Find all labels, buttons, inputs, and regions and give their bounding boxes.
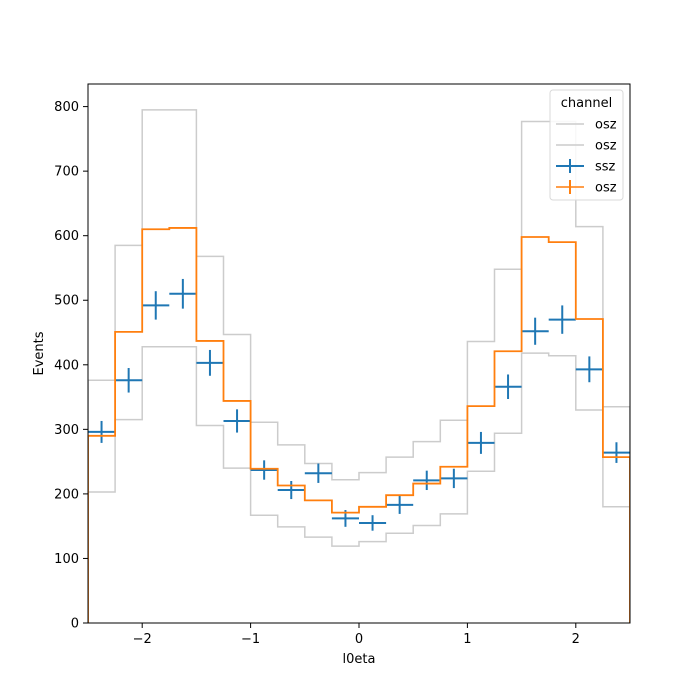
legend-label: osz [595,139,617,154]
legend-item: osz [556,139,617,154]
series-2-point-18 [575,356,603,383]
series-2-point-0 [88,420,116,443]
y-tick-label: 300 [54,423,79,438]
x-tick-label: −2 [133,632,152,647]
x-tick-label: −1 [241,632,260,647]
y-tick-label: 400 [54,358,79,373]
y-tick-label: 800 [54,100,79,115]
series-2-point-17 [548,305,576,334]
x-tick-label: 1 [463,632,471,647]
series-2-point-11 [386,495,414,514]
legend-title: channel [561,96,612,111]
y-tick-label: 700 [54,165,79,180]
x-axis-label: l0eta [343,652,376,667]
legend-box [549,89,624,201]
series-2-point-19 [602,442,630,463]
series-2-point-14 [467,431,495,454]
series-2-point-7 [277,480,305,500]
legend-item: ssz [556,159,616,175]
series-2-point-1 [115,368,143,393]
series-1-step-line [88,345,630,623]
series-0-step-line [88,109,630,623]
series-2-point-15 [494,374,522,400]
y-axis: 0 100 200 300 400 500 600 700 800 [54,100,88,632]
x-axis: −2 −1 0 1 2 [133,623,580,647]
y-tick-label: 500 [54,294,79,309]
series-2-point-13 [440,468,468,489]
legend-label: osz [595,118,617,133]
series-2-point-16 [521,317,549,345]
series-2-point-4 [196,349,224,376]
y-axis-label: Events [32,331,47,375]
series-2-point-10 [359,515,387,531]
plot-area [88,109,630,623]
series-2-point-2 [142,291,170,320]
y-tick-label: 0 [71,617,79,632]
y-tick-label: 200 [54,487,79,502]
series-2-point-6 [250,460,278,480]
series-2-point-12 [413,470,441,491]
legend-item: osz [556,118,617,133]
y-tick-label: 600 [54,229,79,244]
legend-item: osz [556,180,617,196]
series-2-point-5 [223,409,251,433]
series-2-point-8 [304,463,332,483]
legend-label: osz [595,181,617,196]
x-tick-label: 0 [355,632,363,647]
series-2-point-3 [169,278,197,309]
series-3-step-line [88,227,630,623]
legend-label: ssz [595,160,616,175]
y-tick-label: 100 [54,552,79,567]
x-tick-label: 2 [572,632,580,647]
legend: channel osz osz ssz osz [549,89,624,201]
